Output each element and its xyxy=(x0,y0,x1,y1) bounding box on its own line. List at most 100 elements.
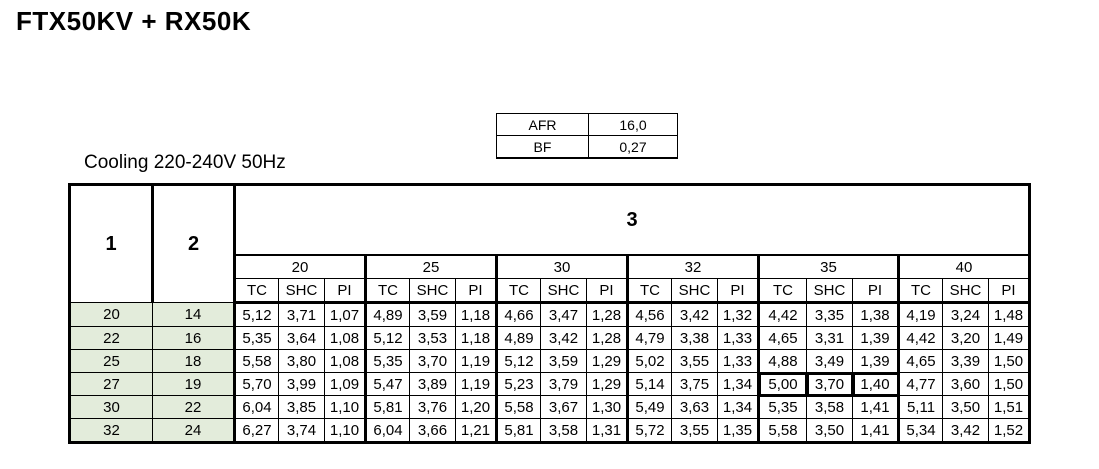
data-cell-pi: 1,35 xyxy=(717,418,759,443)
data-cell-pi: 1,49 xyxy=(988,326,1030,350)
header-col-2: 2 xyxy=(152,184,236,303)
data-cell-tc: 5,58 xyxy=(757,418,807,443)
header-col-1: 1 xyxy=(69,184,154,303)
data-cell-tc: 5,12 xyxy=(364,326,410,350)
data-cell-shc: 3,20 xyxy=(942,326,989,350)
data-cell-tc: 5,12 xyxy=(234,302,279,327)
data-cell-tc: 5,81 xyxy=(495,418,541,443)
data-cell-shc: 3,42 xyxy=(540,326,587,350)
data-cell-pi: 1,50 xyxy=(988,349,1030,373)
data-cell-shc: 3,75 xyxy=(671,372,718,396)
sub-header-tc: TC xyxy=(897,278,943,304)
data-cell-tc: 6,27 xyxy=(234,418,279,443)
data-cell-shc: 3,74 xyxy=(278,418,325,443)
data-cell-pi: 1,08 xyxy=(324,326,366,350)
data-cell-shc: 3,76 xyxy=(409,395,456,419)
group-header-row: 20 25 30 32 35 40 xyxy=(70,254,1030,279)
data-cell-tc: 4,89 xyxy=(364,302,410,327)
data-cell-pi: 1,52 xyxy=(988,418,1030,443)
bf-value: 0,27 xyxy=(588,135,678,159)
data-cell-tc: 6,04 xyxy=(364,418,410,443)
row-header-col-2: 24 xyxy=(152,418,236,443)
data-cell-tc: 5,58 xyxy=(495,395,541,419)
data-cell-shc: 3,63 xyxy=(671,395,718,419)
sub-header-pi: PI xyxy=(324,278,366,304)
data-cell-pi: 1,33 xyxy=(717,349,759,373)
sub-header-tc: TC xyxy=(626,278,672,304)
data-cell-pi: 1,21 xyxy=(455,418,497,443)
data-cell-shc: 3,66 xyxy=(409,418,456,443)
data-cell-pi: 1,18 xyxy=(455,326,497,350)
data-cell-pi: 1,28 xyxy=(586,326,628,350)
data-cell-pi: 1,34 xyxy=(717,372,759,396)
performance-table: 1 2 3 20 25 30 32 35 40 TC SHC PI TC SHC PI TC SHC PI… xyxy=(68,183,1031,444)
sub-header-pi: PI xyxy=(852,278,899,304)
data-cell-pi: 1,29 xyxy=(586,372,628,396)
data-cell-shc: 3,35 xyxy=(806,302,853,327)
sub-header-row: TC SHC PI TC SHC PI TC SHC PI TC SHC PI TC SHC PI TC SHC… xyxy=(70,278,1030,304)
data-cell-pi: 1,18 xyxy=(455,302,497,327)
data-cell-pi: 1,10 xyxy=(324,418,366,443)
data-cell-shc: 3,49 xyxy=(806,349,853,373)
sub-header-shc: SHC xyxy=(278,278,325,304)
data-cell-pi: 1,19 xyxy=(455,372,497,396)
row-header-col-1: 25 xyxy=(69,349,153,373)
data-cell-shc: 3,55 xyxy=(671,418,718,443)
bf-label: BF xyxy=(496,135,589,159)
data-cell-shc: 3,70 xyxy=(409,349,456,373)
sub-header-pi: PI xyxy=(717,278,759,304)
data-cell-shc: 3,70 xyxy=(805,371,854,397)
data-cell-shc: 3,71 xyxy=(278,302,325,327)
group-header-35: 35 xyxy=(757,254,899,279)
data-cell-tc: 5,35 xyxy=(364,349,410,373)
data-cell-pi: 1,31 xyxy=(586,418,628,443)
data-cell-shc: 3,50 xyxy=(942,395,989,419)
data-cell-tc: 5,81 xyxy=(364,395,410,419)
sub-header-shc: SHC xyxy=(671,278,718,304)
table-row: 32 24 6,27 3,74 1,10 6,04 3,66 1,21 5,81 3,58 1,31… xyxy=(69,418,1030,443)
header-group-3: 3 xyxy=(234,184,1030,256)
sub-header-tc: TC xyxy=(364,278,410,304)
data-cell-pi: 1,32 xyxy=(717,302,759,327)
page-title: FTX50KV + RX50K xyxy=(16,6,252,36)
table-body: 20 14 5,12 3,71 1,07 4,89 3,59 1,18 4,66 3,47 1,28… xyxy=(69,302,1030,443)
sub-header-shc: SHC xyxy=(409,278,456,304)
data-cell-tc: 4,65 xyxy=(897,349,943,373)
data-cell-tc: 5,11 xyxy=(897,395,943,419)
data-cell-shc: 3,58 xyxy=(540,418,587,443)
data-cell-tc: 4,79 xyxy=(626,326,672,350)
data-cell-shc: 3,85 xyxy=(278,395,325,419)
data-cell-shc: 3,38 xyxy=(671,326,718,350)
table-row: 27 19 5,70 3,99 1,09 5,47 3,89 1,19 5,23 3,79 1,29… xyxy=(69,371,1030,397)
data-cell-shc: 3,59 xyxy=(409,302,456,327)
sub-header-tc: TC xyxy=(234,278,279,304)
data-cell-tc: 4,42 xyxy=(757,302,807,327)
data-cell-tc: 4,42 xyxy=(897,326,943,350)
afr-label: AFR xyxy=(496,113,589,136)
row-header-col-1: 30 xyxy=(69,395,153,419)
group-header-30: 30 xyxy=(495,254,628,279)
sub-header-pi: PI xyxy=(455,278,497,304)
data-cell-pi: 1,34 xyxy=(717,395,759,419)
data-cell-pi: 1,51 xyxy=(988,395,1030,419)
data-cell-tc: 5,35 xyxy=(234,326,279,350)
data-cell-shc: 3,80 xyxy=(278,349,325,373)
row-header-col-2: 18 xyxy=(152,349,236,373)
data-cell-tc: 5,35 xyxy=(757,395,807,419)
data-cell-pi: 1,50 xyxy=(988,372,1030,396)
data-cell-shc: 3,39 xyxy=(942,349,989,373)
data-cell-pi: 1,39 xyxy=(852,326,899,350)
afr-value: 16,0 xyxy=(588,113,678,136)
data-cell-tc: 5,23 xyxy=(495,372,541,396)
data-cell-shc: 3,60 xyxy=(942,372,989,396)
data-cell-pi: 1,10 xyxy=(324,395,366,419)
bf-row: BF 0,27 xyxy=(496,135,678,159)
row-header-col-1: 20 xyxy=(69,302,153,327)
data-cell-shc: 3,79 xyxy=(540,372,587,396)
header-row-top: 1 2 3 xyxy=(69,184,1030,303)
afr-row: AFR 16,0 xyxy=(496,113,678,136)
data-cell-shc: 3,50 xyxy=(806,418,853,443)
row-header-col-2: 19 xyxy=(152,372,236,396)
data-cell-pi: 1,41 xyxy=(852,418,899,443)
data-cell-tc: 4,19 xyxy=(897,302,943,327)
